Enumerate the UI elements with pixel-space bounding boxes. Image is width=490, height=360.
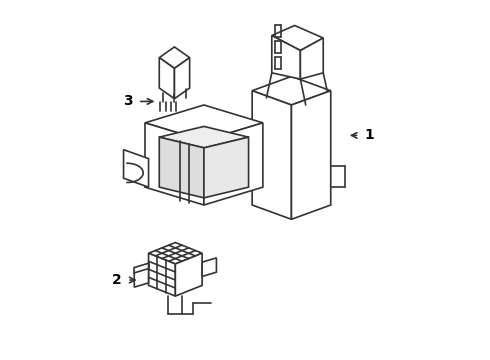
Polygon shape — [159, 137, 204, 198]
Polygon shape — [292, 91, 331, 219]
Text: 2: 2 — [112, 273, 122, 287]
Polygon shape — [272, 36, 300, 79]
Polygon shape — [148, 253, 175, 296]
Polygon shape — [145, 105, 263, 141]
Polygon shape — [145, 123, 204, 205]
Polygon shape — [202, 258, 217, 276]
Polygon shape — [272, 26, 323, 50]
Polygon shape — [204, 123, 263, 205]
Polygon shape — [148, 243, 202, 264]
Text: 3: 3 — [123, 94, 132, 108]
Polygon shape — [174, 58, 190, 99]
Polygon shape — [252, 76, 331, 105]
Polygon shape — [252, 91, 292, 219]
Polygon shape — [300, 38, 323, 79]
Polygon shape — [175, 253, 202, 296]
Polygon shape — [123, 150, 148, 187]
Polygon shape — [134, 269, 148, 287]
Polygon shape — [159, 126, 248, 148]
Polygon shape — [204, 137, 248, 198]
Polygon shape — [159, 58, 174, 99]
Polygon shape — [159, 47, 190, 68]
Text: 1: 1 — [365, 129, 374, 142]
